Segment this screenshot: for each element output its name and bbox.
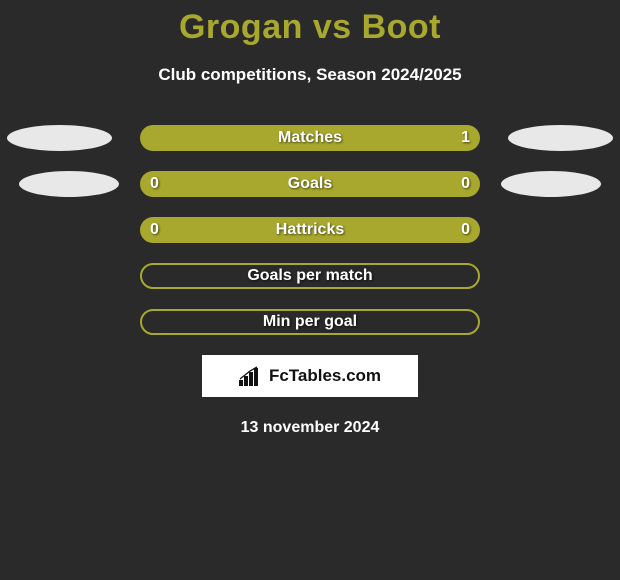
brand-text: FcTables.com	[269, 366, 381, 386]
bar-chart-icon	[239, 366, 263, 386]
stat-value-right: 0	[461, 175, 470, 193]
page-title: Grogan vs Boot	[0, 8, 620, 47]
stat-row: 0 Hattricks 0	[0, 217, 620, 243]
stat-row: Min per goal	[0, 309, 620, 335]
stats-area: Matches 1 0 Goals 0 0 Hattricks 0 Goals …	[0, 125, 620, 335]
stat-row: Matches 1	[0, 125, 620, 151]
stat-bar-goals: 0 Goals 0	[140, 171, 480, 197]
stat-bar-matches: Matches 1	[140, 125, 480, 151]
stat-label: Matches	[278, 129, 342, 147]
stat-row: Goals per match	[0, 263, 620, 289]
stat-label: Goals	[288, 175, 332, 193]
stat-bar-gpm: Goals per match	[140, 263, 480, 289]
stat-label: Hattricks	[276, 221, 344, 239]
stat-row: 0 Goals 0	[0, 171, 620, 197]
stat-label: Min per goal	[263, 313, 357, 331]
stat-bar-mpg: Min per goal	[140, 309, 480, 335]
stat-value-left: 0	[150, 221, 159, 239]
stat-value-right: 1	[461, 129, 470, 147]
stat-value-left: 0	[150, 175, 159, 193]
stat-bar-hattricks: 0 Hattricks 0	[140, 217, 480, 243]
branding-badge[interactable]: FcTables.com	[202, 355, 418, 397]
comparison-widget: Grogan vs Boot Club competitions, Season…	[0, 0, 620, 437]
subtitle: Club competitions, Season 2024/2025	[0, 65, 620, 85]
date-label: 13 november 2024	[0, 419, 620, 437]
stat-value-right: 0	[461, 221, 470, 239]
stat-label: Goals per match	[247, 267, 372, 285]
